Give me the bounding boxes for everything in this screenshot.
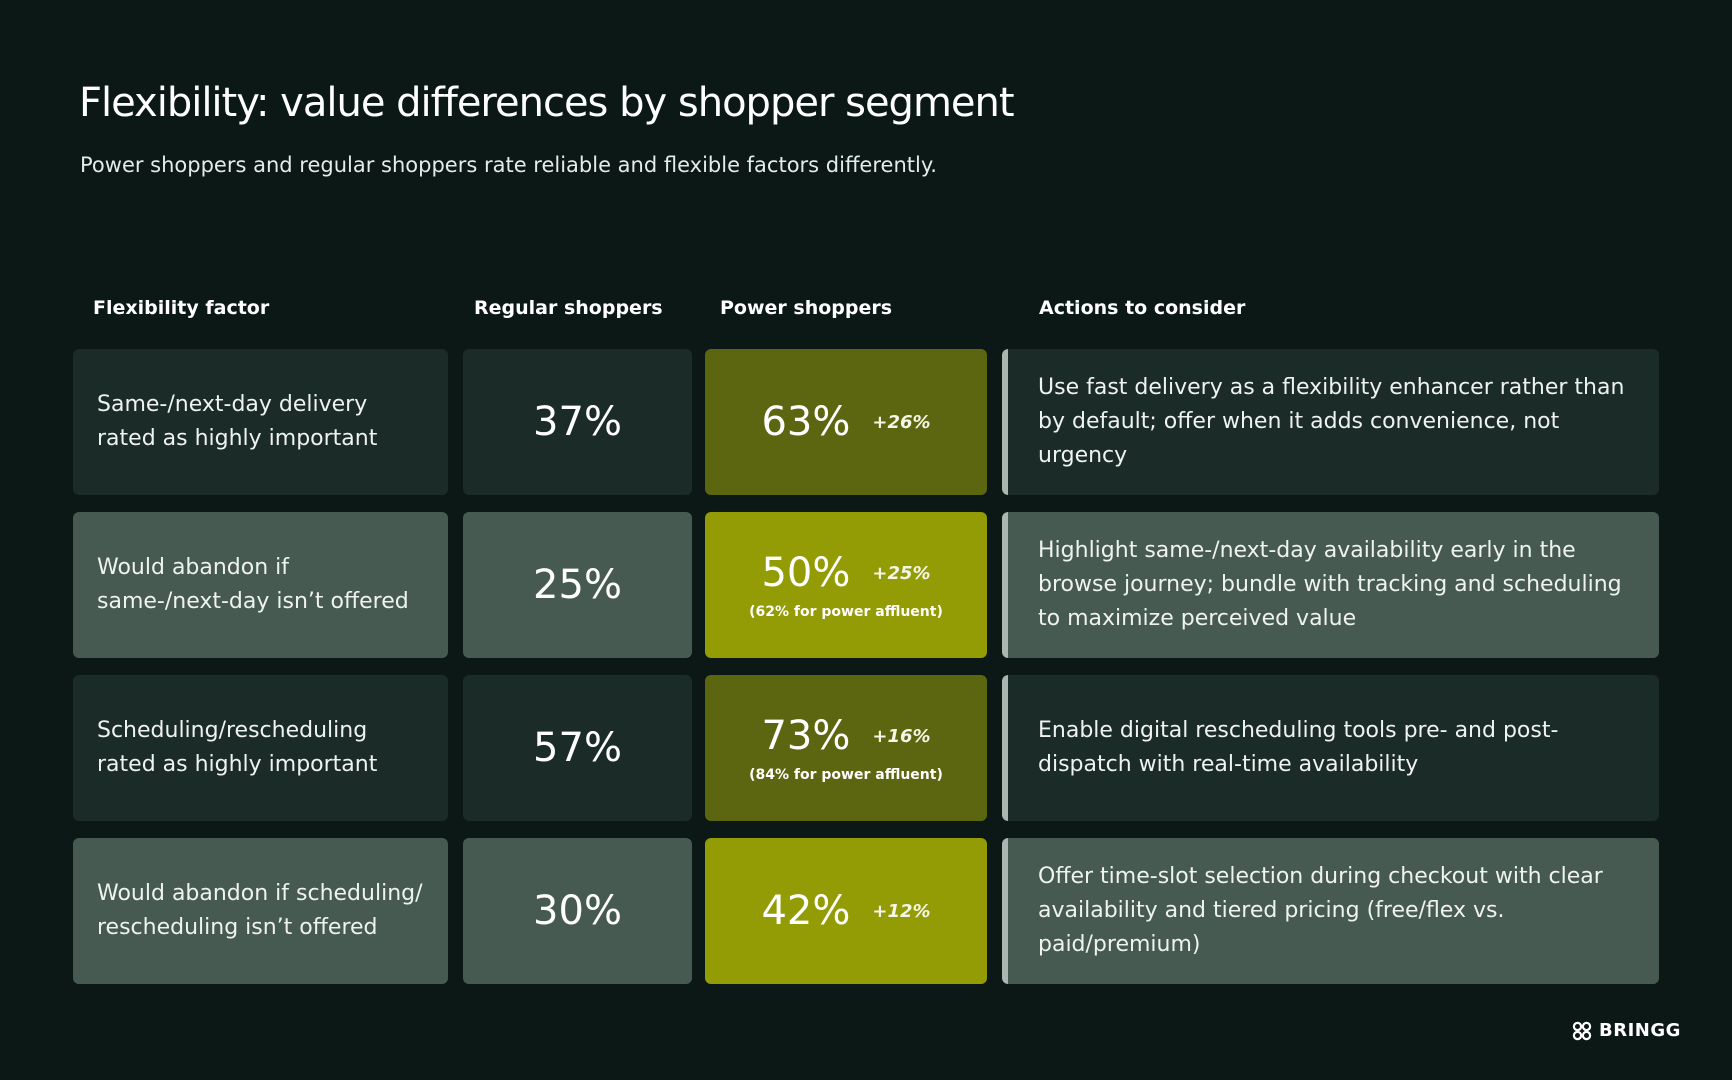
regular-shoppers-cell: 37% bbox=[463, 349, 692, 495]
action-cell: Highlight same-/next-day availability ea… bbox=[1002, 512, 1659, 658]
action-accent-bar bbox=[1002, 512, 1008, 658]
table-row: Scheduling/rescheduling rated as highly … bbox=[73, 675, 1659, 821]
column-header-actions: Actions to consider bbox=[1039, 297, 1246, 319]
factor-cell: Would abandon if scheduling/ reschedulin… bbox=[73, 838, 448, 984]
factor-label: Would abandon if same-/next-day isn’t of… bbox=[97, 555, 409, 614]
column-header-regular: Regular shoppers bbox=[474, 297, 663, 319]
power-shoppers-delta: +16% bbox=[872, 725, 931, 747]
power-shoppers-value: 73% bbox=[761, 713, 851, 759]
action-accent-bar bbox=[1002, 349, 1008, 495]
power-shoppers-value: 42% bbox=[761, 888, 851, 934]
factor-cell: Would abandon if same-/next-day isn’t of… bbox=[73, 512, 448, 658]
column-header-power: Power shoppers bbox=[720, 297, 893, 319]
action-cell: Offer time-slot selection during checkou… bbox=[1002, 838, 1659, 984]
factor-label: Would abandon if scheduling/ reschedulin… bbox=[97, 881, 423, 940]
action-accent-bar bbox=[1002, 675, 1008, 821]
column-header-factor: Flexibility factor bbox=[93, 297, 270, 319]
regular-shoppers-value: 57% bbox=[533, 725, 622, 771]
comparison-table: Same-/next-day delivery rated as highly … bbox=[73, 349, 1659, 1001]
regular-shoppers-value: 30% bbox=[533, 888, 622, 934]
regular-shoppers-cell: 25% bbox=[463, 512, 692, 658]
regular-shoppers-value: 25% bbox=[533, 562, 622, 608]
factor-cell: Same-/next-day delivery rated as highly … bbox=[73, 349, 448, 495]
power-shoppers-cell: 50% +25% (62% for power affluent) bbox=[705, 512, 987, 658]
action-cell: Use fast delivery as a flexibility enhan… bbox=[1002, 349, 1659, 495]
action-text: Use fast delivery as a flexibility enhan… bbox=[1038, 375, 1625, 468]
power-shoppers-delta: +25% bbox=[872, 562, 931, 584]
power-shoppers-delta: +12% bbox=[872, 900, 931, 922]
power-affluent-note: (84% for power affluent) bbox=[749, 767, 943, 783]
table-row: Same-/next-day delivery rated as highly … bbox=[73, 349, 1659, 495]
action-cell: Enable digital rescheduling tools pre- a… bbox=[1002, 675, 1659, 821]
regular-shoppers-cell: 30% bbox=[463, 838, 692, 984]
power-shoppers-cell: 73% +16% (84% for power affluent) bbox=[705, 675, 987, 821]
power-shoppers-cell: 42% +12% bbox=[705, 838, 987, 984]
power-shoppers-cell: 63% +26% bbox=[705, 349, 987, 495]
power-affluent-note: (62% for power affluent) bbox=[749, 604, 943, 620]
table-row: Would abandon if same-/next-day isn’t of… bbox=[73, 512, 1659, 658]
power-shoppers-value: 50% bbox=[761, 550, 851, 596]
power-shoppers-delta: +26% bbox=[872, 411, 931, 433]
factor-cell: Scheduling/rescheduling rated as highly … bbox=[73, 675, 448, 821]
table-row: Would abandon if scheduling/ reschedulin… bbox=[73, 838, 1659, 984]
brand-name: BRINGG bbox=[1599, 1020, 1681, 1041]
power-shoppers-value: 63% bbox=[761, 399, 851, 445]
bringg-logo: BRINGG bbox=[1572, 1020, 1681, 1041]
action-accent-bar bbox=[1002, 838, 1008, 984]
page-title: Flexibility: value differences by shoppe… bbox=[79, 80, 1015, 126]
action-text: Highlight same-/next-day availability ea… bbox=[1038, 538, 1622, 631]
bringg-logo-icon bbox=[1572, 1021, 1592, 1040]
factor-label: Scheduling/rescheduling rated as highly … bbox=[97, 718, 378, 777]
action-text: Offer time-slot selection during checkou… bbox=[1038, 864, 1603, 957]
page-subtitle: Power shoppers and regular shoppers rate… bbox=[80, 153, 937, 177]
regular-shoppers-cell: 57% bbox=[463, 675, 692, 821]
regular-shoppers-value: 37% bbox=[533, 399, 622, 445]
factor-label: Same-/next-day delivery rated as highly … bbox=[97, 392, 378, 451]
action-text: Enable digital rescheduling tools pre- a… bbox=[1038, 718, 1559, 777]
